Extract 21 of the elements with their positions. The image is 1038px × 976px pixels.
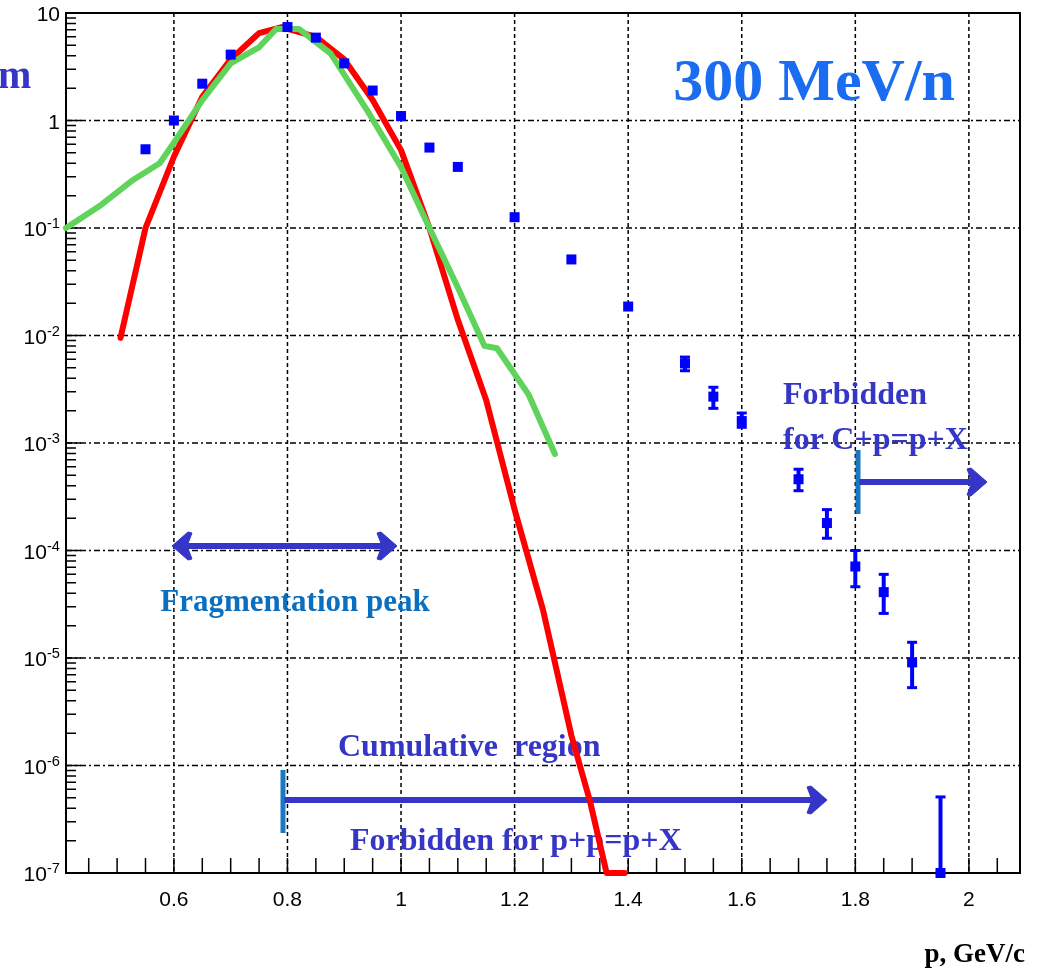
y-tick-label: 10$^{-4}$ [23,537,60,563]
y-tick-label: 10$^{-6}$ [23,752,60,778]
y-tick-label: 10$^{-1}$ [23,215,60,240]
x-tick-label: 1.8 [840,887,870,910]
y-tick-label: 10$^{-2}$ [23,322,60,348]
x-tick-label: 1.2 [500,887,530,910]
x-tick-label: 1.6 [727,887,757,910]
x-tick-label: 2 [963,887,975,910]
x-tick-label: 1 [395,887,407,910]
annotation: Forbidden for C+p=p+X [783,375,968,456]
y-tick-label: 10$^{-7}$ [23,860,60,885]
annotation: Fragmentation peak [160,583,431,618]
x-tick-label: 0.8 [272,887,303,910]
y-tick-label: 10$^{-5}$ [23,645,60,670]
x-axis-title: p, GeV/c [924,938,1025,968]
y-tick-label: 10$^{-3}$ [23,430,60,455]
y-tick-label: 10 [36,2,60,25]
annotation: 300 MeV/n [673,47,955,113]
x-tick-label: 0.6 [159,887,189,910]
x-tick-label: 1.4 [613,887,644,910]
y-tick-label: 1 [48,109,60,133]
